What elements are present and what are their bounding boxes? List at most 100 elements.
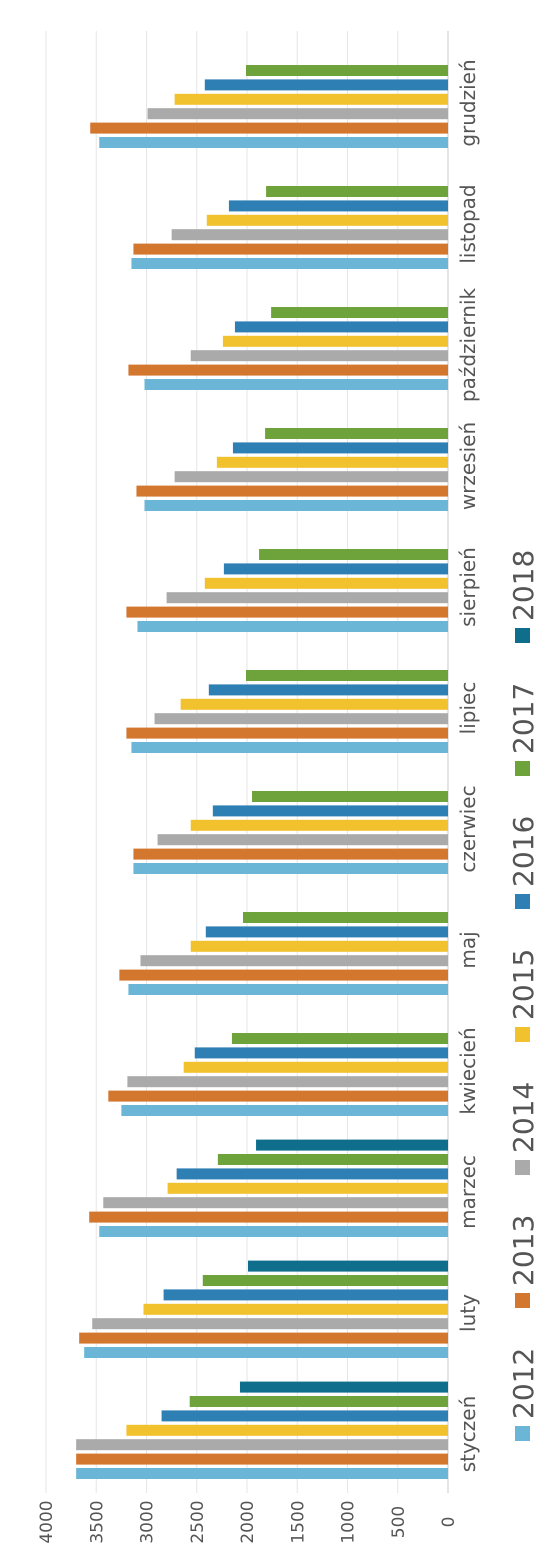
bar-2014-1 (92, 1318, 448, 1330)
bar-2016-10 (228, 200, 448, 212)
bar-2018-2 (256, 1139, 449, 1151)
bar-2015-11 (174, 93, 448, 105)
tick-label: 2500 (188, 1500, 208, 1543)
bar-2017-9 (271, 307, 448, 318)
tick-label: 500 (389, 1506, 409, 1538)
bar-2014-8 (174, 471, 448, 483)
bar-2014-5 (157, 834, 448, 846)
bar-2017-7 (259, 549, 448, 560)
legend-label-2016: 2016 (507, 816, 540, 887)
tick-label: 3000 (138, 1500, 158, 1543)
tick-label: 0 (439, 1517, 459, 1528)
bar-2013-10 (133, 243, 448, 255)
bar-2012-3 (121, 1105, 448, 1116)
bar-2016-8 (232, 442, 448, 454)
bar-2017-4 (242, 912, 448, 923)
bar-2017-2 (217, 1154, 448, 1165)
bar-2016-1 (163, 1289, 449, 1301)
tick-label: 4000 (37, 1500, 57, 1543)
bar-2017-1 (202, 1275, 448, 1286)
tick-label: 2000 (238, 1500, 258, 1543)
bar-2012-11 (99, 137, 448, 148)
bar-2015-3 (183, 1061, 448, 1073)
bar-2012-6 (131, 742, 449, 753)
category-label: czerwiec (456, 785, 480, 872)
bar-2012-4 (128, 984, 448, 995)
bar-2012-8 (144, 500, 449, 511)
bar-2012-7 (137, 621, 449, 632)
category-label: styczeń (456, 1396, 480, 1473)
bar-2014-0 (76, 1439, 449, 1451)
bar-2015-2 (167, 1182, 448, 1194)
bar-2015-9 (222, 335, 448, 347)
bar-2017-10 (266, 186, 448, 197)
bar-2017-11 (245, 65, 448, 76)
legend-label-2012: 2012 (507, 1348, 540, 1419)
bar-2014-3 (127, 1076, 448, 1088)
bar-2012-1 (84, 1347, 448, 1358)
bar-2014-7 (166, 592, 448, 604)
category-label: październik (456, 287, 480, 402)
bar-2017-8 (265, 428, 448, 439)
bar-2016-3 (194, 1047, 448, 1059)
bar-2012-9 (144, 379, 449, 390)
category-label: marzec (456, 1155, 480, 1229)
legend-label-2017: 2017 (507, 683, 540, 754)
category-label: sierpień (456, 547, 480, 627)
bar-2014-11 (147, 108, 448, 120)
category-labels: styczeń luty marzec kwiecień maj czerwiec lipi… (456, 59, 480, 1472)
bar-2016-0 (161, 1410, 448, 1422)
bar-2017-6 (245, 670, 448, 681)
legend-label-2018: 2018 (507, 550, 540, 621)
bars (76, 65, 449, 1479)
bar-2013-1 (79, 1332, 448, 1344)
bar-2015-8 (216, 456, 448, 468)
bar-2015-4 (190, 940, 448, 952)
legend-label-2013: 2013 (507, 1215, 540, 1286)
bar-2013-4 (119, 969, 449, 981)
category-label: wrzesień (456, 422, 480, 510)
grid-lines (45, 31, 449, 1493)
bar-2017-3 (231, 1033, 448, 1044)
value-axis-ticks: 0 500 1000 1500 2000 2500 3000 3500 4000 (37, 1500, 459, 1543)
bar-2013-3 (108, 1090, 448, 1102)
bar-2016-9 (234, 321, 448, 333)
tick-label: 3500 (87, 1500, 107, 1543)
legend-swatch-2016 (515, 894, 530, 909)
bar-2013-11 (90, 122, 448, 134)
category-label: kwiecień (456, 1027, 480, 1114)
bar-2014-6 (154, 713, 448, 725)
category-label: lipiec (456, 682, 480, 735)
legend-swatch-2014 (515, 1160, 530, 1175)
bar-2012-5 (133, 863, 448, 874)
bar-2014-9 (190, 350, 448, 362)
legend-label-2015: 2015 (507, 949, 540, 1020)
bar-2014-4 (140, 955, 448, 967)
bar-2015-10 (206, 214, 448, 226)
bar-2015-5 (190, 819, 448, 831)
bar-2018-0 (239, 1381, 448, 1393)
category-label: luty (456, 1294, 480, 1332)
bar-2016-5 (212, 805, 448, 817)
legend-swatch-2018 (515, 628, 530, 643)
bar-2013-0 (76, 1453, 449, 1465)
category-label: maj (456, 931, 480, 968)
legend-swatch-2017 (515, 761, 530, 776)
bar-2016-6 (208, 684, 448, 696)
bar-2012-10 (131, 258, 449, 269)
bar-2015-7 (204, 577, 448, 589)
bar-2014-10 (171, 229, 448, 241)
bar-2013-8 (136, 485, 448, 497)
category-label: grudzień (456, 59, 480, 146)
bar-2016-11 (204, 79, 448, 91)
bar-2015-0 (126, 1424, 449, 1436)
bar-2015-6 (180, 698, 448, 710)
legend-label-2014: 2014 (507, 1082, 540, 1153)
tick-label: 1000 (339, 1500, 359, 1543)
bar-2012-0 (76, 1468, 449, 1479)
bar-2015-1 (143, 1303, 449, 1315)
bar-2016-2 (176, 1168, 448, 1180)
bar-2016-4 (205, 926, 448, 938)
legend-swatch-2012 (515, 1426, 530, 1441)
